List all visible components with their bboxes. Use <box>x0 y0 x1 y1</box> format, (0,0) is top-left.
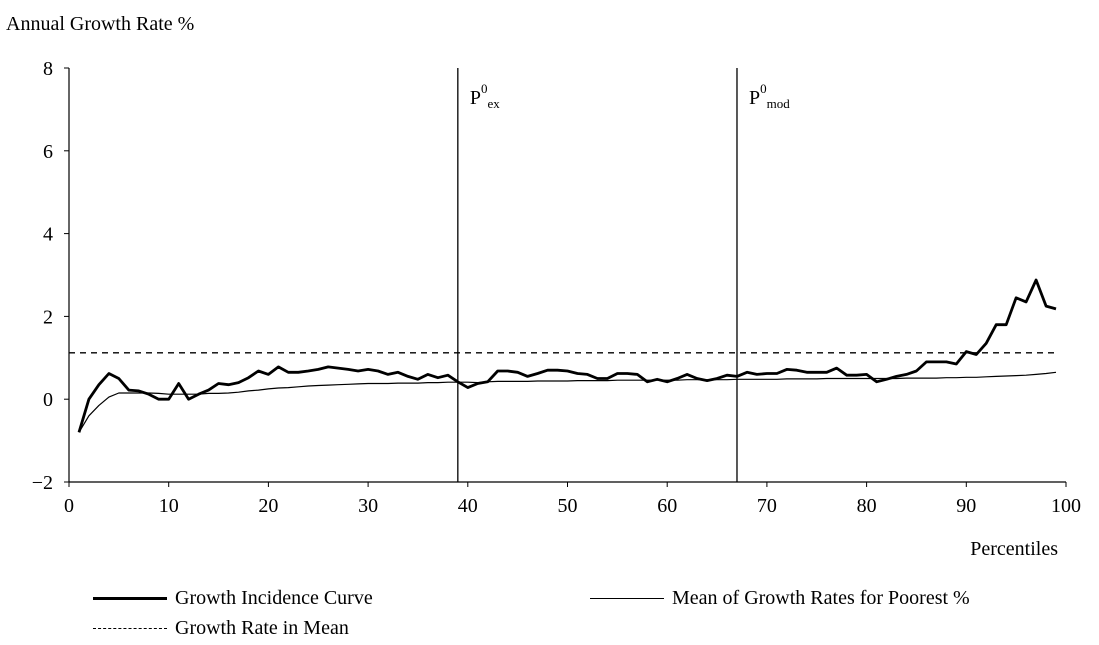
x-tick-label: 30 <box>358 495 378 517</box>
x-tick-label: 100 <box>1051 495 1081 517</box>
legend-swatch-thick-line <box>93 597 167 600</box>
series-mean-poorest <box>78 371 1057 433</box>
legend-item-growth-incidence-curve: Growth Incidence Curve <box>93 587 373 610</box>
legend-swatch-thin-line <box>590 598 664 599</box>
vline-label-mod: P0mod <box>749 81 790 111</box>
legend-item-growth-rate-in-mean: Growth Rate in Mean <box>93 617 349 640</box>
y-axis-label: Annual Growth Rate % <box>6 13 194 35</box>
x-tick-label: 0 <box>64 495 74 517</box>
y-tick-label: 8 <box>43 58 53 80</box>
chart: Annual Growth Rate % Percentiles −2 0 2 4 6 8… <box>6 13 1081 560</box>
y-tick-label: −2 <box>32 472 53 494</box>
series-growth-incidence-curve <box>77 278 1057 433</box>
y-tick-label: 6 <box>43 141 53 163</box>
x-tick-label: 50 <box>558 495 578 517</box>
y-tick-label: 2 <box>43 306 53 328</box>
y-tick-label: 4 <box>43 224 53 246</box>
axes <box>68 68 1066 483</box>
y-tick-label: 0 <box>43 389 53 411</box>
x-tick-label: 10 <box>159 495 179 517</box>
legend-item-mean-poorest: Mean of Growth Rates for Poorest % <box>590 587 970 610</box>
series-lines <box>69 278 1057 433</box>
x-tick-label: 90 <box>956 495 976 517</box>
x-tick-label: 70 <box>757 495 777 517</box>
legend-label: Mean of Growth Rates for Poorest % <box>672 587 970 609</box>
x-tick-label: 60 <box>657 495 677 517</box>
legend-label: Growth Rate in Mean <box>175 617 349 639</box>
legend-swatch-dashed-line <box>93 628 167 629</box>
x-axis-label: Percentiles <box>970 538 1058 560</box>
x-tick-label: 20 <box>258 495 278 517</box>
legend-label: Growth Incidence Curve <box>175 587 373 609</box>
x-tick-label: 80 <box>857 495 877 517</box>
vline-label-ex: P0ex <box>470 81 500 111</box>
reference-lines: P0ex P0mod <box>457 68 790 482</box>
x-tick-label: 40 <box>458 495 478 517</box>
